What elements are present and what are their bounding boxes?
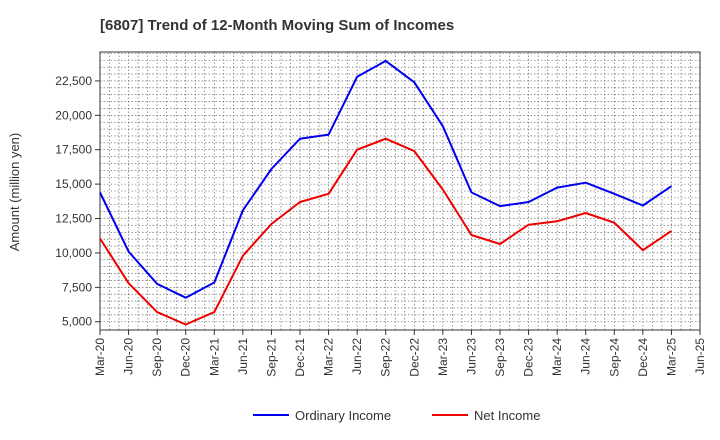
- x-tick-label: Sep-24: [607, 338, 621, 377]
- x-tick-label: Dec-22: [407, 338, 421, 377]
- x-tick-label: Jun-22: [350, 338, 364, 375]
- legend-label: Ordinary Income: [295, 408, 391, 423]
- y-axis-ticks: 5,000 7,500 10,000 12,500 15,000 17,500 20,000…: [55, 74, 100, 329]
- y-tick-label: 12,500: [55, 212, 92, 226]
- y-tick-label: 7,500: [62, 280, 92, 294]
- y-axis-label: Amount (million yen): [7, 133, 22, 252]
- x-tick-label: Jun-20: [122, 338, 136, 375]
- y-tick-label: 15,000: [55, 177, 92, 191]
- y-tick-label: 17,500: [55, 143, 92, 157]
- x-axis-ticks: Mar-20 Jun-20 Sep-20 Dec-20 Mar-21 Jun-21 Sep-…: [93, 330, 707, 377]
- x-tick-label: Jun-23: [464, 338, 478, 375]
- x-tick-label: Mar-22: [322, 338, 336, 376]
- series-line-net-income: [99, 137, 672, 326]
- x-tick-label: Dec-20: [179, 338, 193, 377]
- x-tick-label: Jun-25: [693, 338, 707, 375]
- y-tick-label: 5,000: [62, 315, 92, 329]
- legend: Ordinary Income Net Income: [253, 408, 540, 423]
- x-tick-label: Dec-21: [293, 338, 307, 377]
- grid: [99, 51, 701, 331]
- x-tick-label: Mar-25: [664, 338, 678, 376]
- plot-frame: [99, 51, 701, 331]
- x-tick-label: Mar-23: [436, 338, 450, 376]
- x-tick-label: Sep-20: [150, 338, 164, 377]
- x-tick-label: Sep-21: [264, 338, 278, 377]
- x-tick-label: Mar-24: [550, 338, 564, 376]
- x-tick-label: Mar-21: [207, 338, 221, 376]
- x-tick-label: Dec-24: [636, 338, 650, 377]
- x-tick-label: Jun-24: [579, 338, 593, 375]
- plot-background: [100, 52, 700, 330]
- y-tick-label: 20,000: [55, 108, 92, 122]
- series-line-ordinary-income: [99, 59, 672, 299]
- x-tick-label: Jun-21: [236, 338, 250, 375]
- x-tick-label: Sep-23: [493, 338, 507, 377]
- x-tick-label: Dec-23: [522, 338, 536, 377]
- y-tick-label: 22,500: [55, 74, 92, 88]
- x-tick-label: Sep-22: [379, 338, 393, 377]
- y-tick-label: 10,000: [55, 246, 92, 260]
- chart-title: [6807] Trend of 12-Month Moving Sum of I…: [100, 17, 454, 34]
- plot-area: [100, 52, 700, 330]
- x-tick-label: Mar-20: [93, 338, 107, 376]
- legend-label: Net Income: [474, 408, 540, 423]
- series-lines: [99, 59, 672, 326]
